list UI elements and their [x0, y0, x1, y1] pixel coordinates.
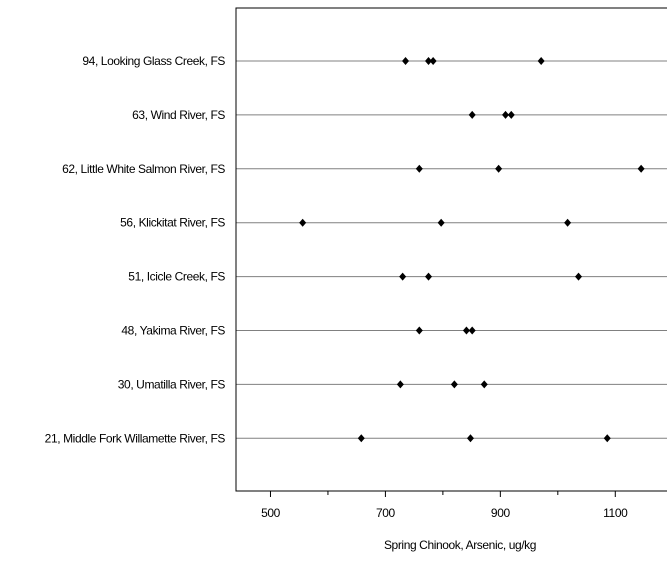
dot	[564, 218, 572, 227]
dot	[415, 326, 423, 335]
dot	[502, 110, 510, 119]
dot	[425, 272, 433, 281]
dot	[462, 326, 470, 335]
dot	[575, 272, 583, 281]
x-axis-label: Spring Chinook, Arsenic, ug/kg	[384, 538, 536, 552]
dot	[637, 164, 645, 173]
dot	[402, 57, 410, 65]
dot	[468, 326, 476, 335]
dot	[299, 218, 307, 227]
dot	[495, 164, 503, 173]
y-tick-label: 63, Wind River, FS	[132, 108, 225, 122]
x-tick-label: 700	[376, 506, 396, 520]
dot	[603, 434, 611, 443]
dot	[396, 380, 404, 389]
y-tick-label: 51, Icicle Creek, FS	[128, 270, 225, 284]
y-tick-label: 94, Looking Glass Creek, FS	[82, 54, 225, 68]
dot	[415, 164, 423, 173]
dot	[429, 57, 437, 65]
y-tick-label: 62, Little White Salmon River, FS	[62, 162, 225, 176]
dot	[480, 380, 488, 389]
dot	[399, 272, 407, 281]
x-tick-label: 1100	[603, 506, 628, 520]
y-tick-label: 30, Umatilla River, FS	[118, 377, 226, 391]
dot	[450, 380, 458, 389]
dot	[437, 218, 445, 227]
dot	[468, 110, 476, 119]
dot	[425, 57, 433, 65]
y-tick-label: 56, Klickitat River, FS	[120, 216, 225, 230]
dot	[537, 57, 545, 65]
dot	[507, 110, 515, 119]
y-tick-label: 48, Yakima River, FS	[121, 324, 225, 338]
dot	[357, 434, 365, 443]
x-tick-label: 900	[491, 506, 511, 520]
x-tick-label: 500	[261, 506, 281, 520]
y-tick-label: 21, Middle Fork Willamette River, FS	[45, 431, 226, 445]
dot	[466, 434, 474, 443]
plot-frame	[235, 7, 667, 492]
